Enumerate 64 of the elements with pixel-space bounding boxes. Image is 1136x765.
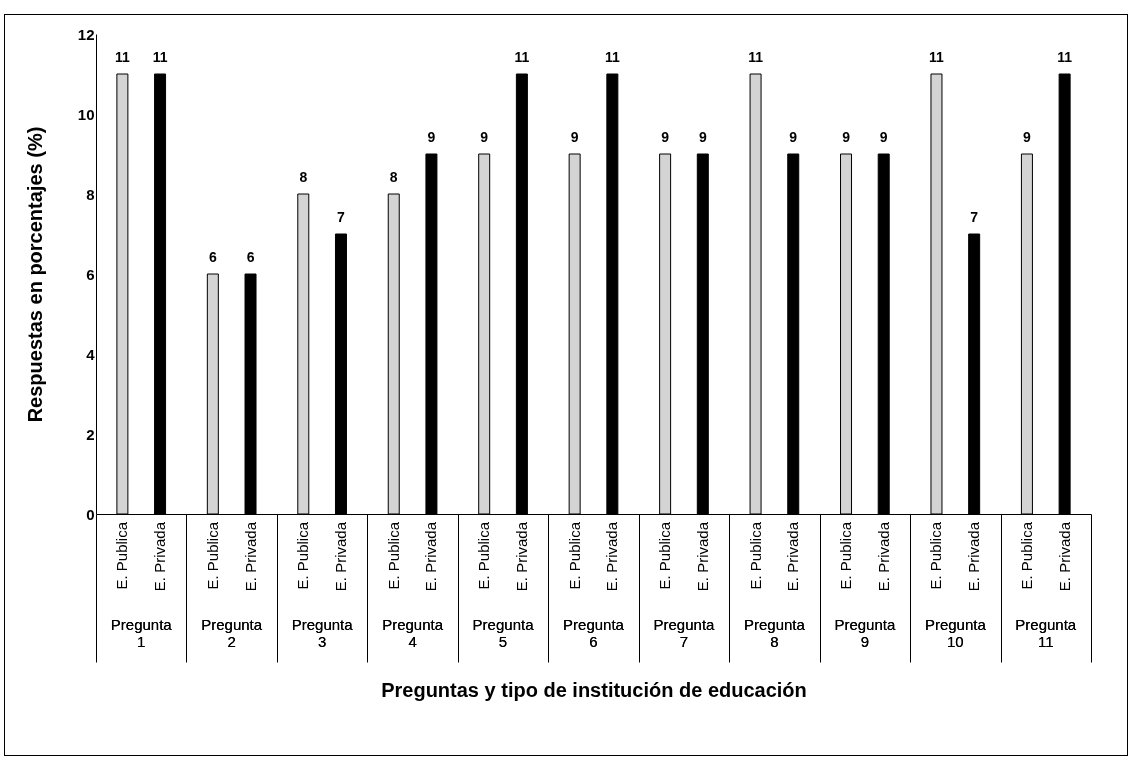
data-label: 9: [1023, 129, 1032, 145]
data-label: 9: [427, 129, 436, 145]
text: E. Privada: [151, 521, 169, 592]
text: E. Privada: [422, 522, 440, 592]
data-label: 11: [114, 49, 130, 65]
x-tick-label: Pregunta 7: [653, 616, 716, 650]
text: E. Privada: [874, 522, 892, 592]
y-axis-title: Respuestas en porcentajes (%): [23, 126, 46, 423]
x-tick-label: Pregunta 3: [291, 616, 354, 650]
text: E. Publica: [927, 522, 945, 590]
y-tick-label: 6: [86, 265, 95, 283]
x-axis-title: Preguntas y tipo de institución de educación: [381, 679, 807, 701]
data-label: 7: [337, 209, 346, 225]
data-label: 11: [1057, 49, 1073, 65]
data-label: 11: [929, 49, 945, 65]
x-tick-label: Pregunta 9: [834, 616, 896, 650]
data-label: 11: [748, 49, 764, 65]
y-tick-label: 10: [77, 105, 95, 123]
data-label: 9: [698, 129, 707, 145]
x-tick-label: Pregunta 5: [472, 616, 535, 650]
text: E. Privada: [965, 522, 983, 592]
data-label: 7: [970, 209, 979, 225]
x-tick-label: Pregunta 11: [1015, 616, 1077, 650]
x-tick-label: Pregunta 4: [382, 616, 444, 650]
x-tick-label: Pregunta 8: [743, 616, 806, 650]
data-label: 9: [480, 129, 489, 145]
text: E. Publica: [837, 522, 855, 590]
x-tick-label: Pregunta 1: [110, 616, 173, 650]
text: E. Publica: [656, 522, 674, 590]
y-tick-label: 4: [86, 345, 96, 363]
text: E. Privada: [241, 522, 259, 592]
y-tick-label: 0: [86, 505, 95, 523]
data-label: 6: [208, 249, 217, 265]
text: E. Publica: [746, 522, 764, 590]
text: E. Publica: [475, 522, 493, 590]
y-tick-label: 2: [86, 425, 95, 443]
text: E. Privada: [1055, 522, 1073, 592]
text: E. Privada: [603, 522, 621, 592]
text: E. Publica: [1017, 522, 1035, 590]
text: E. Publica: [384, 522, 402, 590]
data-label: 11: [514, 49, 530, 65]
data-label: 9: [789, 129, 798, 145]
x-tick-label: Pregunta 2: [201, 616, 263, 650]
y-tick-label: 8: [86, 185, 95, 203]
data-label: 6: [246, 249, 255, 265]
y-tick-label: 12: [77, 25, 95, 43]
data-label: 11: [604, 49, 620, 65]
text: E. Publica: [565, 522, 583, 590]
data-label: 11: [152, 49, 168, 65]
text: E. Publica: [203, 522, 221, 590]
data-label: 9: [879, 129, 888, 145]
text: E. Publica: [294, 522, 312, 590]
text: E. Publica: [113, 521, 131, 590]
text: E. Privada: [512, 522, 530, 592]
data-label: 8: [299, 169, 308, 185]
x-tick-label: Pregunta 6: [563, 616, 625, 650]
x-tick-label: Pregunta 10: [924, 616, 987, 650]
text: E. Privada: [331, 522, 349, 592]
text: E. Privada: [784, 522, 802, 592]
data-label: 8: [389, 169, 398, 185]
text: E. Privada: [693, 522, 711, 592]
data-label: 9: [842, 129, 851, 145]
data-label: 9: [661, 129, 670, 145]
data-label: 9: [570, 129, 579, 145]
